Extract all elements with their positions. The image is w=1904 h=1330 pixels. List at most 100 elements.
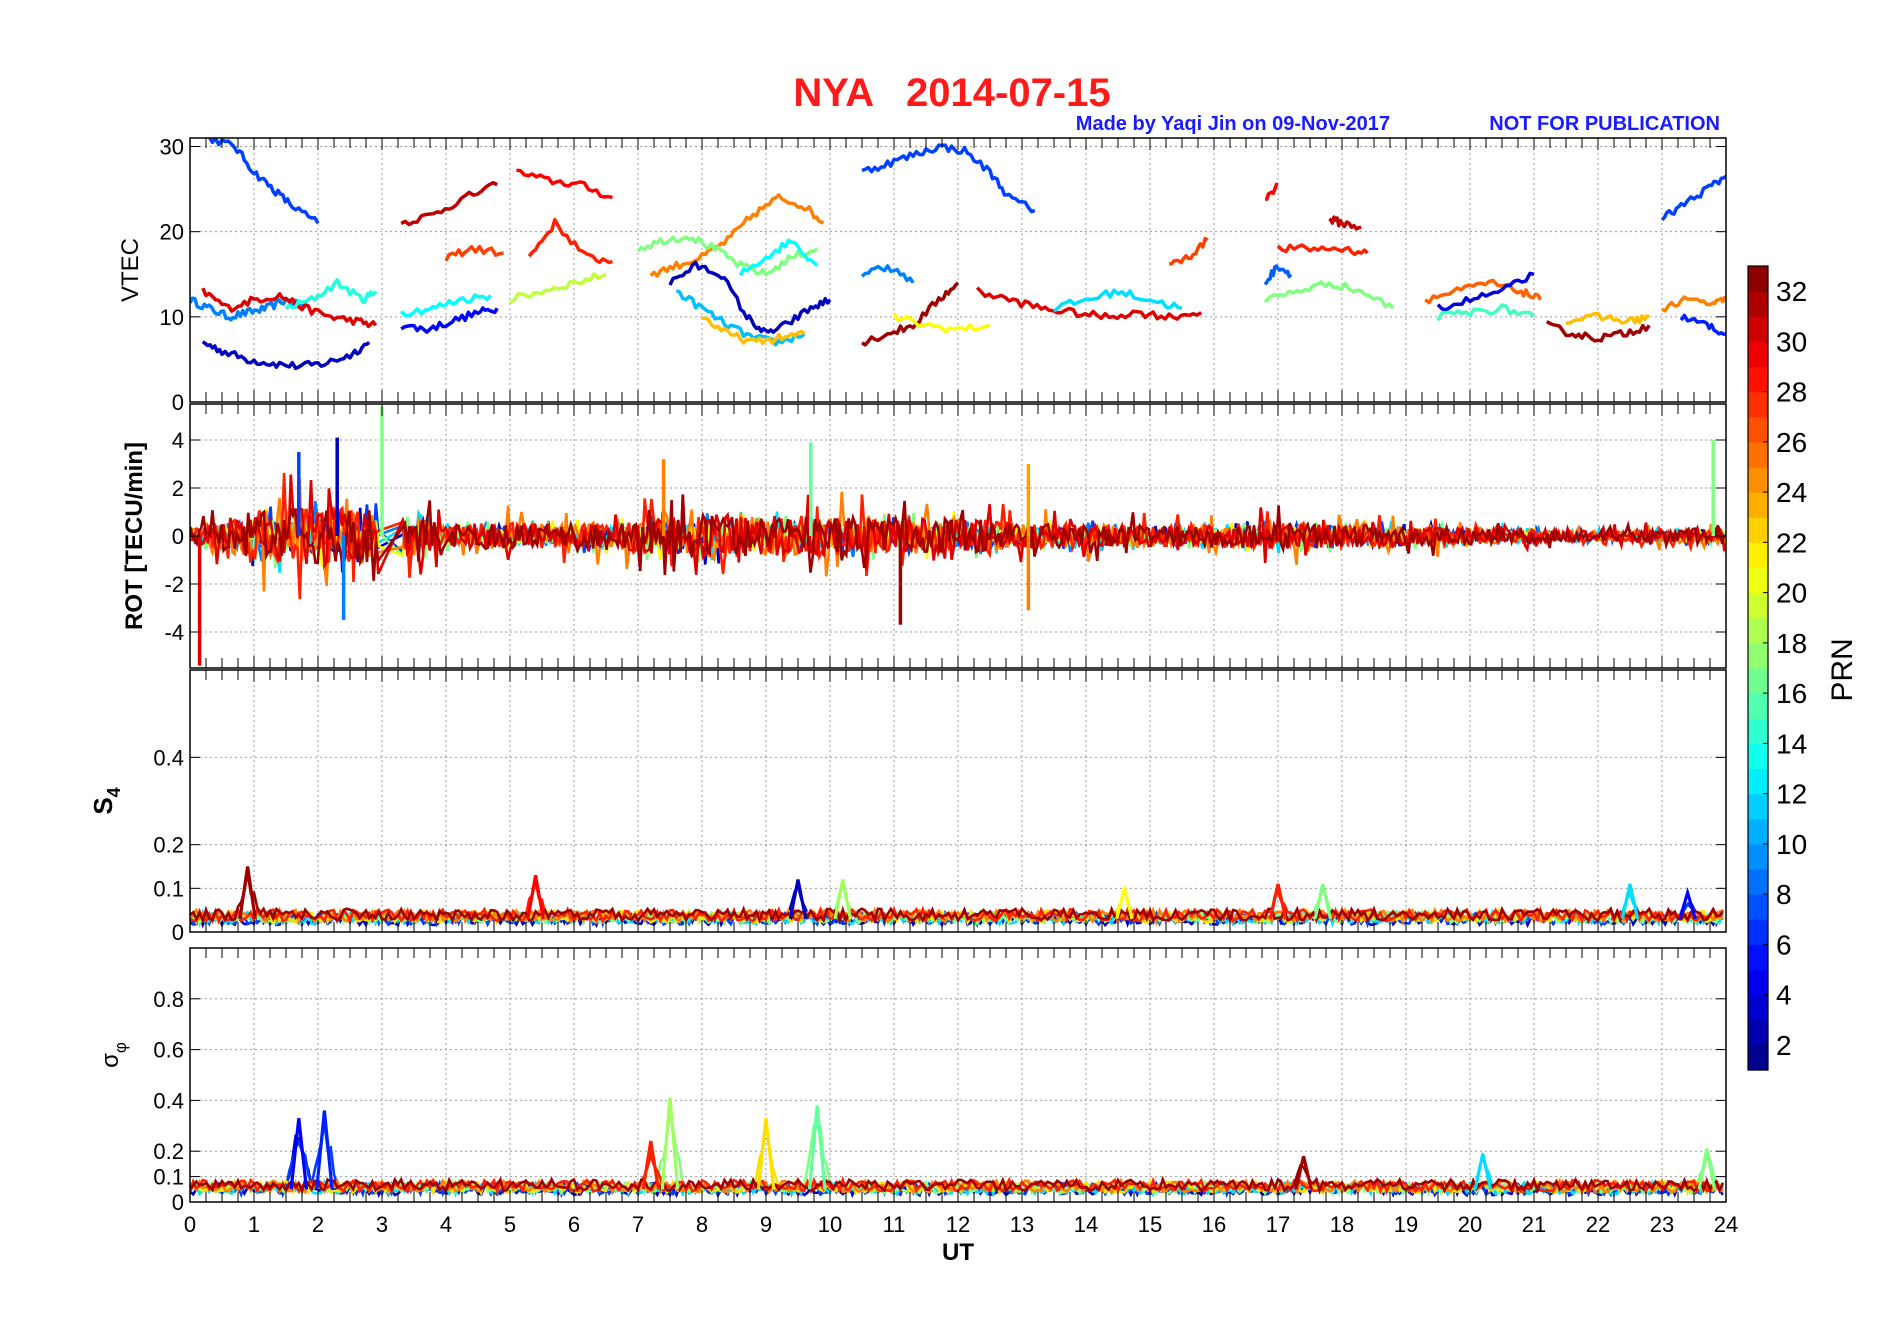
sigma_phi-peak (807, 1105, 827, 1190)
vtec-series-prn-17 (1263, 280, 1395, 310)
colorbar-tick-label: 12 (1776, 779, 1807, 810)
rot-plot-area (190, 406, 1726, 666)
chart-title: NYA 2014-07-15 (793, 71, 1110, 115)
y-tick-label: -2 (164, 572, 184, 597)
vtec-series-prn-27 (444, 244, 504, 262)
vtec-series-prn-23 (702, 316, 806, 346)
colorbar-tick-label: 22 (1776, 527, 1807, 558)
colorbar-tick-label: 28 (1776, 377, 1807, 408)
x-tick-label: 16 (1202, 1212, 1226, 1237)
vtec-series-prn-8 (1263, 264, 1293, 286)
colorbar-segment (1748, 366, 1768, 393)
colorbar-segment (1748, 969, 1768, 996)
vtec-series-prn-28 (1276, 243, 1369, 257)
x-tick-label: 17 (1266, 1212, 1290, 1237)
x-tick-label: 4 (440, 1212, 452, 1237)
y-axis-label: σφ (97, 1042, 130, 1068)
sigma_phi-peak (315, 1110, 334, 1190)
sigma_phi-peak (1473, 1153, 1493, 1190)
s4-peak (833, 879, 853, 920)
y-tick-label: 0 (172, 1190, 184, 1215)
vtec-series-prn-15 (1436, 303, 1536, 322)
vtec-series-prn-28 (527, 217, 613, 265)
vtec-series-prn-11 (675, 289, 806, 347)
vtec-plot-area (190, 138, 1726, 371)
s4-series-prn-32 (190, 872, 1724, 925)
colorbar-tick-label: 24 (1776, 477, 1807, 508)
x-tick-label: 22 (1586, 1212, 1610, 1237)
y-tick-label: -4 (164, 620, 184, 645)
colorbar-tick-label: 16 (1776, 678, 1807, 709)
vtec-series-prn-25 (1661, 295, 1726, 313)
colorbar-segment (1748, 391, 1768, 418)
y-tick-label: 0 (172, 524, 184, 549)
s4-peak (1313, 883, 1333, 920)
vtec-series-prn-30 (975, 286, 1203, 321)
colorbar-segment (1748, 341, 1768, 368)
s4-peak (788, 879, 808, 920)
colorbar-segment (1748, 818, 1768, 845)
x-tick-label: 19 (1394, 1212, 1418, 1237)
colorbar-segment (1748, 944, 1768, 971)
x-axis-label: UT (942, 1239, 974, 1266)
vtec-series-prn-12 (1052, 288, 1183, 313)
s4-peak (1678, 887, 1697, 920)
sigma_phi-peak (289, 1118, 309, 1190)
x-tick-label: 12 (946, 1212, 970, 1237)
y-tick-label: 30 (160, 135, 184, 160)
s4-peak (1620, 883, 1640, 920)
y-tick-label: 0.1 (153, 876, 184, 901)
vtec-series-prn-21 (892, 312, 991, 334)
colorbar-tick-label: 30 (1776, 326, 1807, 357)
vtec-series-prn-7 (861, 143, 1036, 214)
y-tick-label: 0.4 (153, 1088, 184, 1113)
colorbar-segment (1748, 693, 1768, 719)
s4-peak (238, 866, 257, 920)
vtec-series-prn-7 (207, 138, 320, 225)
colorbar-tick-label: 14 (1776, 728, 1807, 759)
colorbar-tick-label: 18 (1776, 628, 1807, 659)
vtec-series-prn-27 (1168, 236, 1209, 266)
colorbar-tick-label: 32 (1776, 276, 1807, 307)
colorbar-segment (1748, 718, 1768, 744)
s4-peak (526, 874, 545, 920)
x-tick-label: 23 (1650, 1212, 1674, 1237)
colorbar-tick-label: 6 (1776, 929, 1792, 960)
colorbar-segment (1748, 517, 1768, 543)
y-tick-label: 0.2 (153, 833, 184, 858)
sigma_phi-series-prn-32 (190, 1163, 1724, 1195)
y-tick-label: 0 (172, 390, 184, 415)
colorbar-frame (1747, 265, 1769, 1071)
colorbar-segment (1748, 793, 1768, 820)
colorbar-segment (1748, 994, 1768, 1021)
colorbar-tick-label: 4 (1776, 980, 1792, 1011)
x-tick-label: 8 (696, 1212, 708, 1237)
y-tick-label: 2 (172, 476, 184, 501)
rot-panel: -4 -2 0 2 4 ROT [TECU/min] (121, 403, 1727, 669)
vtec-series-prn-31 (400, 180, 499, 227)
x-tick-label: 3 (376, 1212, 388, 1237)
colorbar-segment (1748, 843, 1768, 870)
x-tick-label: 24 (1714, 1212, 1738, 1237)
s4-peak (1268, 883, 1288, 920)
sigma_phi-peak (1697, 1148, 1717, 1190)
x-tick-label: 9 (760, 1212, 772, 1237)
sigma_phi-peak (1294, 1155, 1313, 1190)
y-tick-label: 0.2 (153, 1139, 184, 1164)
colorbar-segment (1748, 467, 1768, 493)
x-tick-label: 1 (248, 1212, 260, 1237)
colorbar-tick-label: 10 (1776, 829, 1807, 860)
colorbar-tick-label: 2 (1776, 1030, 1792, 1061)
colorbar-segment (1748, 441, 1768, 468)
vtec-series-prn-26 (1424, 278, 1542, 305)
y-tick-label: 20 (160, 220, 184, 245)
vtec-series-prn-30 (201, 287, 378, 329)
colorbar-segment (1748, 869, 1768, 895)
y-axis-label: S4 (88, 787, 124, 814)
colorbar-segment (1748, 642, 1768, 669)
colorbar-segment (1748, 1019, 1768, 1046)
x-tick-label: 21 (1522, 1212, 1546, 1237)
vtec-series-prn-19 (509, 272, 607, 305)
